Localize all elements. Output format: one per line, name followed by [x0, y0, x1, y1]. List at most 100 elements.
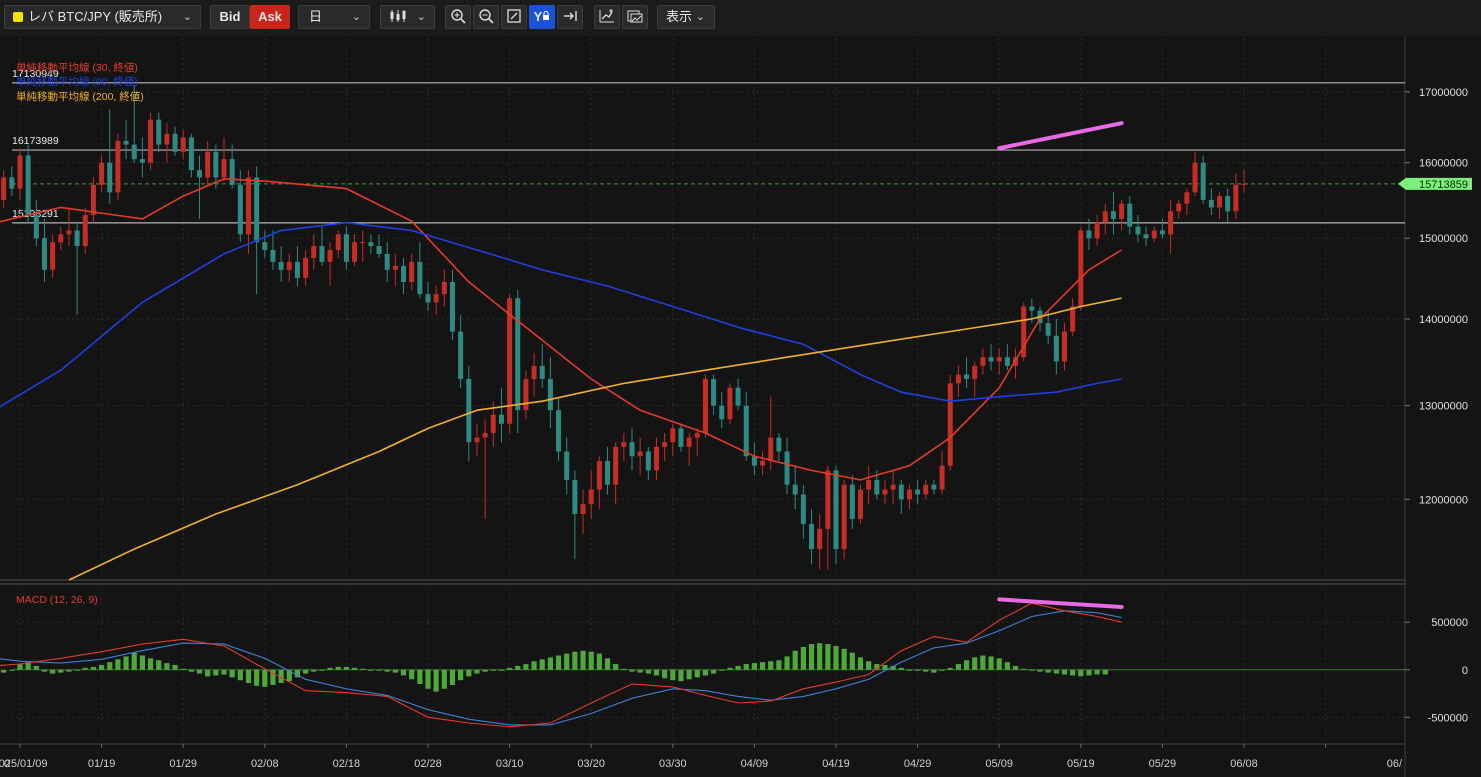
candle-body	[988, 357, 994, 362]
macd-histogram-bar	[792, 650, 798, 670]
candle-body	[857, 489, 863, 519]
macd-histogram-bar	[99, 665, 105, 670]
candle-body	[303, 257, 309, 278]
candle-body	[278, 261, 284, 270]
candle-body	[711, 378, 717, 406]
candle-body	[360, 242, 366, 244]
candle-body	[645, 451, 651, 471]
macd-histogram-bar	[351, 667, 358, 670]
candle-body	[727, 387, 733, 420]
ask-button[interactable]: Ask	[250, 5, 290, 29]
macd-histogram-bar	[205, 669, 211, 677]
candle-body	[262, 242, 268, 250]
macd-histogram-bar	[58, 669, 64, 673]
macd-histogram-bar	[25, 662, 31, 670]
macd-histogram-bar	[564, 653, 570, 670]
macd-histogram-bar	[923, 669, 929, 672]
macd-histogram-bar	[278, 669, 284, 684]
time-tick-label: 01/29	[169, 758, 197, 770]
candle-body	[923, 484, 929, 495]
chart-type-selector[interactable]: ⌄	[380, 5, 435, 29]
fit-button[interactable]	[501, 5, 527, 29]
macd-histogram-bar	[613, 664, 619, 670]
candle-body	[99, 162, 105, 185]
candle-body	[1102, 211, 1108, 223]
candle-body	[188, 137, 194, 171]
y-log-scale-button[interactable]: Y	[529, 5, 555, 29]
candle-body	[343, 234, 349, 262]
macd-histogram-bar	[368, 669, 374, 671]
macd-histogram-bar	[294, 669, 301, 678]
jump-to-latest-button[interactable]	[557, 5, 583, 29]
screenshot-button[interactable]	[622, 5, 648, 29]
macd-histogram-bar	[466, 669, 472, 677]
add-indicator-button[interactable]	[594, 5, 620, 29]
price-tick-label: 14000000	[1419, 314, 1468, 326]
macd-histogram-bar	[996, 658, 1002, 670]
candle-body	[743, 405, 749, 457]
grid	[0, 36, 1481, 777]
macd-histogram-bar	[800, 646, 806, 670]
zoom-in-button[interactable]	[445, 5, 471, 29]
macd-histogram-bar	[1070, 669, 1076, 676]
candle-body	[1094, 222, 1100, 239]
image-icon	[627, 10, 643, 23]
time-tick-label: 02/18	[333, 758, 361, 770]
symbol-label: レバ BTC/JPY (販売所)	[28, 9, 163, 24]
macd-panel: MACD (12, 26, 9)	[0, 594, 1405, 728]
bid-button[interactable]: Bid	[210, 5, 250, 29]
candle-body	[335, 234, 341, 250]
macd-histogram-bar	[147, 658, 154, 670]
candle-body	[1168, 211, 1174, 235]
period-selector[interactable]: 日 ⌄	[298, 5, 370, 29]
macd-histogram-bar	[400, 669, 407, 676]
macd-histogram-bar	[776, 660, 782, 670]
candle-body	[629, 442, 635, 457]
legend-entry: 単純移動平均線 (200, 終値)	[16, 90, 144, 103]
candle-body	[25, 155, 31, 216]
macd-histogram-bar	[808, 644, 815, 670]
macd-histogram-bar	[882, 665, 888, 670]
macd-histogram-bar	[841, 648, 847, 670]
macd-histogram-bar	[866, 661, 872, 670]
macd-histogram-bar	[727, 667, 733, 670]
candle-body	[123, 140, 129, 145]
macd-histogram-bar	[107, 662, 113, 670]
candle-body	[156, 119, 162, 145]
candle-body	[245, 177, 251, 235]
time-tick-label: 01/19	[88, 758, 116, 770]
chevron-down-icon: ⌄	[416, 11, 426, 23]
candle-body	[939, 465, 945, 490]
price-tick-label: 15000000	[1419, 233, 1468, 245]
candle-body	[172, 133, 178, 152]
zoom-out-button[interactable]	[473, 5, 499, 29]
symbol-selector[interactable]: レバ BTC/JPY (販売所) ⌄	[4, 5, 201, 29]
candle-body	[1143, 234, 1149, 239]
macd-histogram-bar	[947, 667, 953, 670]
macd-histogram-bar	[507, 667, 513, 670]
macd-histogram-bar	[833, 645, 839, 670]
macd-histogram-bar	[662, 669, 668, 679]
current-price-label: 15713859	[1419, 179, 1468, 191]
candle-body	[197, 170, 203, 178]
horizontal-line-label: 17130949	[12, 68, 59, 80]
time-tick-label: 04/29	[904, 758, 932, 770]
macd-histogram-bar	[759, 662, 766, 670]
chevron-double-down-icon: ⌄	[695, 11, 705, 23]
macd-histogram-bar	[939, 669, 945, 671]
macd-histogram-bar	[719, 669, 725, 671]
macd-histogram-bar	[360, 668, 366, 670]
candle-body	[1053, 335, 1059, 362]
candle-body	[417, 261, 423, 295]
candle-body	[580, 504, 586, 515]
display-menu[interactable]: 表示 ⌄	[657, 5, 715, 29]
candle-body	[817, 528, 823, 550]
macd-histogram-bar	[66, 669, 72, 672]
candle-body	[964, 374, 970, 379]
candle-body	[1241, 183, 1247, 185]
macd-histogram-bar	[262, 669, 268, 687]
macd-histogram-bar	[572, 651, 578, 670]
macd-histogram-bar	[539, 659, 545, 670]
macd-histogram-bar	[303, 669, 309, 674]
